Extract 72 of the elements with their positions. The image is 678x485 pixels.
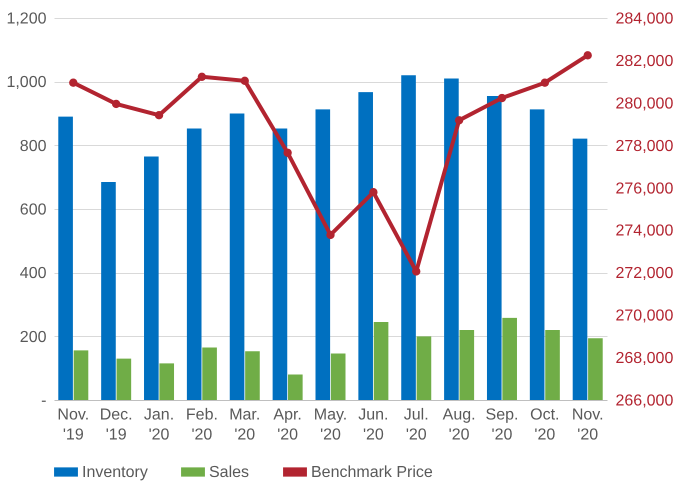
x-tick-label: Nov. '19 (57, 406, 90, 444)
x-tick-label: Aug. '20 (442, 406, 476, 444)
y-tick-label: 800 (20, 138, 47, 155)
bar (588, 338, 603, 400)
y2-tick-label: 272,000 (616, 265, 674, 282)
y-tick-label: - (41, 392, 46, 410)
x-tick-label: Apr. '20 (273, 406, 302, 444)
bar (374, 322, 388, 400)
bar (116, 358, 132, 400)
y2-tick-label: 270,000 (616, 308, 674, 325)
bar (330, 354, 346, 400)
x-tick-label: Jul. '20 (404, 406, 429, 444)
y-tick-label: 1,200 (6, 10, 47, 28)
x-tick-label: May. '20 (314, 406, 348, 444)
y2-tick-label: 268,000 (616, 350, 674, 368)
bar (159, 363, 174, 400)
x-tick-label: Jan. '20 (144, 406, 174, 444)
point (112, 100, 120, 108)
bar (245, 351, 260, 400)
x-tick-label: Sep. '20 (486, 406, 518, 444)
bar (272, 128, 288, 400)
x-tick-label: Mar. '20 (229, 406, 260, 444)
bar (101, 182, 116, 400)
bar (358, 92, 373, 400)
point (540, 78, 550, 87)
bar (74, 350, 88, 400)
y2-tick-label: 282,000 (616, 52, 674, 70)
bar (144, 156, 159, 400)
bar (545, 330, 560, 400)
y2-tick-label: 280,000 (616, 95, 674, 112)
bar (416, 336, 432, 400)
y2-tick-label: 278,000 (616, 138, 674, 155)
point (198, 72, 206, 81)
legend-label: Benchmark Price (311, 464, 433, 481)
bar (202, 347, 217, 400)
point (454, 116, 464, 124)
y-tick-label: 600 (20, 202, 47, 218)
point (283, 148, 292, 157)
bar (288, 374, 303, 400)
legend-label: Inventory (82, 464, 148, 481)
y2-tick-label: 276,000 (616, 180, 674, 198)
bar (444, 78, 459, 400)
bar (572, 138, 588, 400)
point (498, 94, 506, 102)
y-tick-label: 1,000 (6, 74, 47, 92)
point (584, 51, 592, 60)
y-tick-label: 400 (20, 265, 47, 282)
point (240, 76, 249, 85)
bar (459, 330, 474, 400)
x-tick-label: Jun. '20 (358, 406, 388, 444)
bar (230, 114, 244, 400)
point (154, 111, 164, 120)
y-tick-label: 200 (20, 328, 47, 346)
y2-tick-label: 284,000 (616, 10, 674, 28)
bar (58, 116, 73, 400)
bar (502, 318, 517, 400)
point (69, 78, 78, 87)
y2-tick-label: 274,000 (616, 222, 674, 240)
bar (186, 128, 202, 400)
bar (530, 109, 544, 400)
y2-tick-label: 266,000 (616, 392, 674, 410)
point (369, 188, 378, 196)
x-tick-label: Feb. '20 (186, 406, 218, 444)
point (412, 267, 420, 276)
x-tick-label: Dec. '19 (100, 406, 133, 444)
bar (486, 96, 502, 400)
bar (315, 109, 330, 400)
point (326, 230, 335, 240)
x-tick-label: Oct. '20 (530, 406, 560, 444)
legend-label: Sales (209, 464, 250, 481)
bar (401, 75, 416, 400)
x-tick-label: Nov. '20 (572, 406, 604, 444)
